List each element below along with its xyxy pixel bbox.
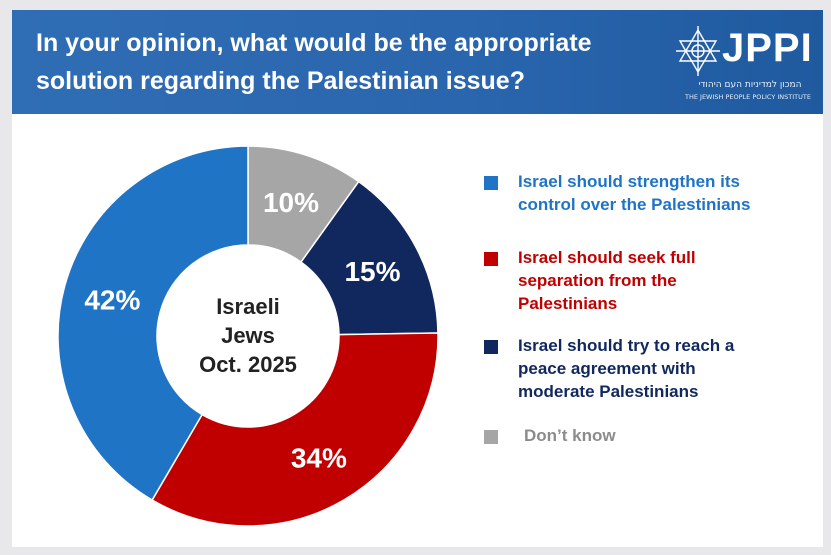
slice-value-label: 42%: [84, 284, 140, 315]
star-of-david-icon: [676, 26, 720, 76]
legend-label: Don’t know: [524, 424, 814, 447]
legend-label-line: Don’t know: [524, 426, 616, 445]
legend-label-line: Palestinians: [518, 294, 618, 313]
logo-hebrew-text: המכון למדיניות העם היהודי: [698, 80, 802, 90]
slice-value-label: 34%: [291, 442, 347, 473]
legend-label-line: moderate Palestinians: [518, 382, 699, 401]
legend-label-line: separation from the: [518, 271, 677, 290]
slide: In your opinion, what would be the appro…: [12, 10, 823, 547]
center-label-line: Israeli: [216, 294, 280, 319]
center-label: Israeli Jews Oct. 2025: [199, 294, 297, 377]
logo-wordmark: JPPI: [722, 26, 813, 70]
header-banner: In your opinion, what would be the appro…: [12, 10, 823, 114]
legend-swatch: [484, 252, 498, 266]
legend-swatch: [484, 340, 498, 354]
donut-chart: 10% 15% 34% 42% Israeli Jews Oct. 2025: [57, 145, 439, 527]
legend-label-line: Israel should strengthen its: [518, 172, 740, 191]
legend-label: Israel should strengthen its control over…: [518, 170, 808, 216]
legend-label-line: control over the Palestinians: [518, 195, 751, 214]
center-label-line: Oct. 2025: [199, 352, 297, 377]
legend-swatch: [484, 430, 498, 444]
legend-label-line: peace agreement with: [518, 359, 696, 378]
slice-value-label: 10%: [263, 187, 319, 218]
donut-slice-3: [57, 145, 249, 502]
legend-label: Israel should seek full separation from t…: [518, 246, 808, 315]
page-title: In your opinion, what would be the appro…: [36, 29, 592, 95]
jppi-logo: JPPI המכון למדיניות העם היהודי THE JEWIS…: [674, 22, 814, 108]
center-label-line: Jews: [221, 323, 275, 348]
donut-slice-2: [151, 332, 439, 527]
legend-label-line: Israel should seek full: [518, 248, 696, 267]
legend-label: Israel should try to reach a peace agreem…: [518, 334, 808, 403]
legend-swatch: [484, 176, 498, 190]
legend-label-line: Israel should try to reach a: [518, 336, 735, 355]
logo-english-text: THE JEWISH PEOPLE POLICY INSTITUTE: [685, 93, 811, 101]
slice-value-label: 15%: [344, 256, 400, 287]
donut-slice-1: [299, 180, 439, 336]
